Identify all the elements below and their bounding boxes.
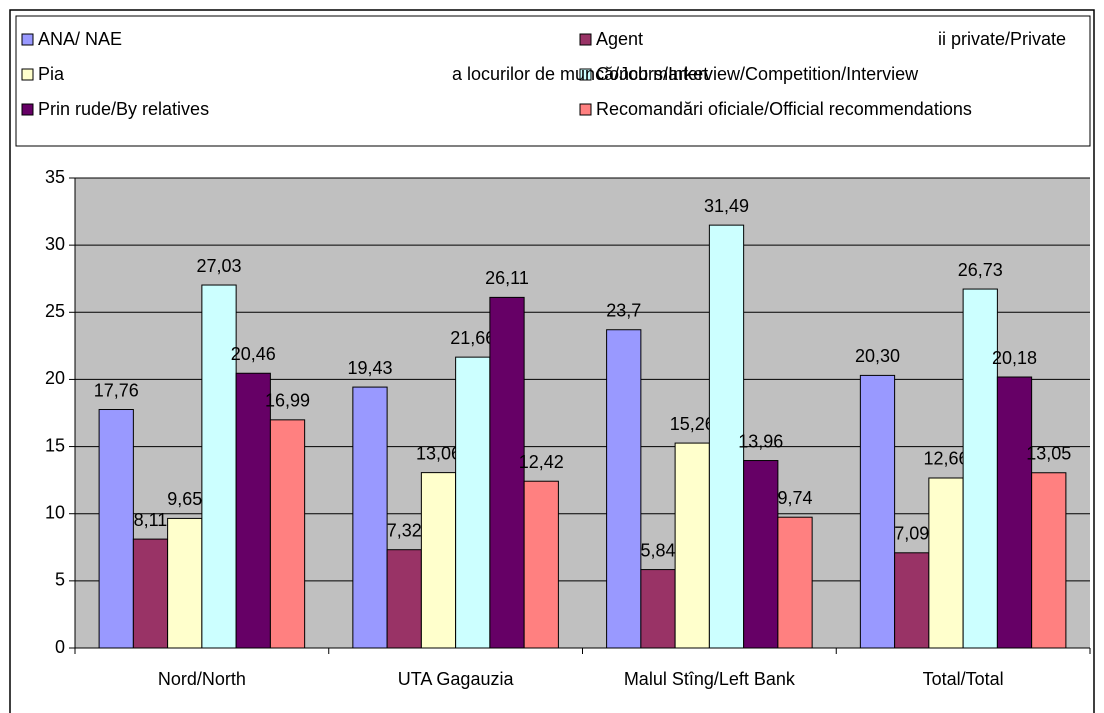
bar	[98, 409, 134, 649]
bar	[743, 460, 779, 649]
x-tick-label: Nord/North	[158, 669, 246, 689]
x-tick-label: Total/Total	[923, 669, 1004, 689]
value-label: 7,32	[387, 520, 422, 540]
legend-swatch	[579, 33, 592, 46]
value-label: 20,18	[992, 348, 1037, 368]
legend-fragment: a locurilor de muncă/Job market	[452, 64, 708, 84]
legend-label: Agent	[596, 29, 643, 49]
chart-frame	[9, 9, 1095, 713]
legend-swatch	[21, 103, 34, 116]
bar	[859, 374, 896, 649]
bar	[201, 284, 237, 649]
bar	[894, 552, 930, 649]
value-label: 7,09	[894, 524, 929, 544]
bar	[235, 372, 271, 649]
x-tick-label: Malul Stîng/Left Bank	[624, 669, 796, 689]
bar	[708, 224, 745, 649]
bar	[523, 480, 559, 649]
value-label: 12,42	[519, 452, 564, 472]
value-label: 27,03	[196, 256, 241, 276]
value-label: 23,7	[606, 300, 641, 320]
value-label: 26,73	[958, 260, 1003, 280]
bar	[777, 516, 813, 649]
value-label: 13,96	[738, 431, 783, 451]
value-label: 20,30	[855, 346, 900, 366]
legend-swatch	[579, 103, 592, 116]
bar	[420, 472, 457, 649]
legend-swatch	[579, 68, 592, 81]
x-tick-label: UTA Gagauzia	[398, 669, 515, 689]
y-tick-label: 35	[45, 167, 65, 187]
y-tick-label: 10	[45, 502, 65, 522]
bar	[455, 356, 491, 649]
value-label: 13,05	[1026, 444, 1071, 464]
legend-label: Concurs/Interview/Competition/Interview	[596, 64, 919, 84]
value-label: 5,84	[640, 540, 675, 560]
bar	[928, 477, 964, 649]
legend-swatch	[21, 33, 34, 46]
y-tick-label: 25	[45, 301, 65, 321]
y-tick-label: 0	[55, 637, 65, 657]
y-tick-label: 30	[45, 234, 65, 254]
value-label: 8,11	[134, 510, 168, 530]
bar	[674, 442, 710, 649]
value-label: 31,49	[704, 196, 749, 216]
legend-box	[15, 15, 1091, 147]
value-label: 15,26	[670, 414, 715, 434]
bar	[352, 386, 388, 649]
bar	[640, 569, 676, 649]
bar	[386, 549, 422, 649]
legend-swatch	[21, 68, 34, 81]
y-tick-label: 20	[45, 368, 65, 388]
legend: ANA/ NAE Agent Pia Concurs/Interview/Compet…	[21, 29, 1066, 119]
y-tick-label: 5	[55, 570, 65, 590]
value-label: 21,66	[450, 328, 495, 348]
bar	[1031, 472, 1067, 649]
bar	[132, 538, 169, 649]
bar	[269, 419, 306, 649]
value-label: 13,06	[416, 443, 461, 463]
value-label: 19,43	[347, 358, 392, 378]
value-label: 20,46	[231, 344, 276, 364]
legend-fragment: ii private/Private	[938, 29, 1066, 49]
plot: 0 5 10 15 20 25 30 35 Nord/North 17,76 8,119,65 27,…	[45, 167, 1091, 689]
bar	[167, 517, 203, 649]
bar	[489, 296, 525, 649]
value-label: 9,74	[777, 488, 812, 508]
value-label: 26,11	[485, 268, 529, 288]
value-label: 9,65	[167, 489, 202, 509]
legend-label: Prin rude/By relatives	[38, 99, 209, 119]
legend-label: Pia	[38, 64, 65, 84]
value-label: 16,99	[265, 391, 310, 411]
bar	[606, 329, 642, 649]
legend-label: ANA/ NAE	[38, 29, 122, 49]
bar	[996, 376, 1033, 649]
value-label: 12,66	[923, 449, 968, 469]
y-tick-label: 15	[45, 435, 65, 455]
bar	[962, 288, 998, 649]
value-label: 17,76	[94, 380, 139, 400]
legend-label: Recomandări oficiale/Official recommenda…	[596, 99, 972, 119]
